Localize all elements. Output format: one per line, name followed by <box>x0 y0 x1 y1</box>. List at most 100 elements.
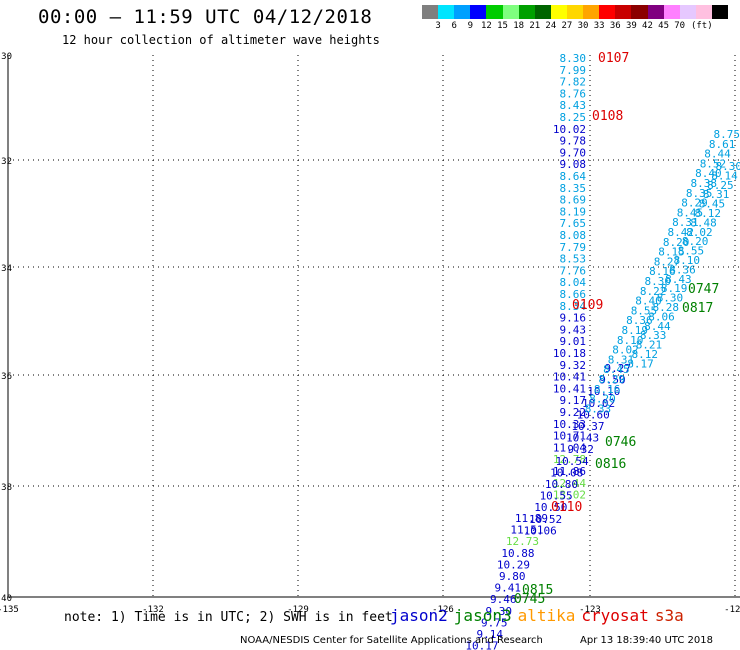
swh-value: 8.66 <box>560 288 587 301</box>
swh-value: 8.30 <box>645 275 672 288</box>
swh-value: 10.08 <box>550 466 583 479</box>
swh-value: 8.69 <box>560 194 587 207</box>
scale-swatch <box>502 5 519 19</box>
scale-swatch <box>599 5 616 19</box>
swh-value: 10.88 <box>501 547 534 560</box>
scale-label: 33 <box>593 21 605 31</box>
credit-text: NOAA/NESDIS Center for Satellite Applica… <box>240 635 543 646</box>
swh-value: 8.45 <box>699 198 726 211</box>
swh-value: 10.41 <box>553 382 586 395</box>
scale-swatch <box>518 5 535 19</box>
scale-swatch <box>695 5 712 19</box>
swh-value: 8.08 <box>560 229 587 242</box>
swh-value: 8.12 <box>632 348 659 361</box>
swh-value: 9.30 <box>486 605 513 618</box>
scale-label: 18 <box>513 21 525 31</box>
swh-value: 12.78 <box>553 453 586 466</box>
swh-value: 10.55 <box>540 490 573 503</box>
swh-value: 8.55 <box>678 245 705 258</box>
swh-value: 9.43 <box>560 323 587 336</box>
swh-value: 9.70 <box>560 146 587 159</box>
swh-value: 10.02 <box>582 397 615 410</box>
lon-label: -120 <box>724 605 740 615</box>
swh-value: 8.20 <box>663 236 690 249</box>
swh-value: 7.76 <box>560 264 587 277</box>
scale-swatch <box>631 5 648 19</box>
lat-label: -36 <box>0 372 12 382</box>
swh-value: 8.36 <box>626 314 653 327</box>
color-scale: 3 6 9 12 15 18 21 24 27 30 33 36 39 42 45 70 (ft) <box>422 5 729 35</box>
color-scale-bar <box>422 5 729 19</box>
swh-value: 9.22 <box>560 406 587 419</box>
color-scale-labels: 3 6 9 12 15 18 21 24 27 30 33 36 39 42 45 70 (ft) <box>422 19 728 33</box>
scale-swatch <box>615 5 632 19</box>
swh-value: 8.31 <box>703 188 730 201</box>
swh-value: 8.10 <box>617 334 644 347</box>
swh-value: 8.21 <box>636 339 663 352</box>
swh-value: 8.16 <box>649 265 676 278</box>
swh-value: 8.45 <box>603 363 630 376</box>
satellite-jason3: jason3 <box>453 606 512 625</box>
lon-label: -132 <box>142 605 164 615</box>
swh-value: 9.32 <box>567 443 594 456</box>
scale-swatch <box>534 5 551 19</box>
swh-value: 13.02 <box>553 489 586 502</box>
swh-value: 8.34 <box>560 300 587 313</box>
swh-value: 10.18 <box>553 347 586 360</box>
swh-value: 11.04 <box>553 441 586 454</box>
lon-label: -123 <box>579 605 601 615</box>
swh-value: 8.31 <box>608 353 635 366</box>
scale-swatch <box>550 5 567 19</box>
swh-value: 8.10 <box>674 254 701 267</box>
scale-swatch <box>663 5 680 19</box>
swh-value: 8.43 <box>560 99 587 112</box>
swh-value: 10.06 <box>524 524 557 537</box>
swh-value: 10.41 <box>553 371 586 384</box>
swh-value: 8.20 <box>682 235 709 248</box>
swh-value: 8.04 <box>560 276 587 289</box>
scale-label: (ft) <box>690 21 713 31</box>
swh-value: 10.80 <box>545 478 578 491</box>
swh-value: 8.15 <box>658 246 685 259</box>
scale-label: 42 <box>642 21 653 31</box>
scale-swatch <box>583 5 600 19</box>
swh-value: 10.17 <box>465 640 498 650</box>
time-label: 0108 <box>592 109 623 124</box>
scale-swatch <box>647 5 664 19</box>
swh-value: 8.75 <box>714 128 740 141</box>
scale-label: 15 <box>497 21 508 31</box>
swh-value: 9.17 <box>560 394 587 407</box>
swh-value: 7.99 <box>560 64 587 77</box>
swh-value: 8.33 <box>585 402 612 415</box>
swh-value: 11.89 <box>515 512 548 525</box>
swh-value: 8.42 <box>668 226 695 239</box>
swh-value: 8.30 <box>560 52 587 65</box>
swh-value: 8.35 <box>560 182 587 195</box>
swh-value: 7.82 <box>560 76 587 89</box>
swh-value: 8.48 <box>690 216 717 229</box>
swh-value: 8.40 <box>635 295 662 308</box>
scale-label: 45 <box>658 21 669 31</box>
swh-value: 11.51 <box>510 524 543 537</box>
scale-swatch <box>711 5 729 19</box>
time-label: 0107 <box>598 51 629 66</box>
page-subtitle: 12 hour collection of altimeter wave hei… <box>62 33 380 47</box>
swh-value: 8.35 <box>686 187 713 200</box>
swh-value: 12.44 <box>553 477 586 490</box>
satellite-s3a: s3a <box>654 606 684 625</box>
time-label: 0817 <box>682 301 713 316</box>
scale-label: 12 <box>480 21 492 31</box>
swh-value: 9.32 <box>560 359 587 372</box>
swh-value: 8.30 <box>716 160 740 173</box>
swh-value: 9.50 <box>599 374 626 387</box>
swh-value: 8.29 <box>599 373 626 386</box>
swh-value: 8.33 <box>640 329 667 342</box>
swh-value: 10.54 <box>555 455 588 468</box>
scale-label: 39 <box>625 21 637 31</box>
swh-value: 8.12 <box>695 207 722 220</box>
swh-value: 8.29 <box>681 197 708 210</box>
swh-value: 12.73 <box>506 535 539 548</box>
scale-label: 9 <box>467 21 474 31</box>
lat-label: -34 <box>0 264 12 274</box>
swh-value: 9.27 <box>605 362 632 375</box>
